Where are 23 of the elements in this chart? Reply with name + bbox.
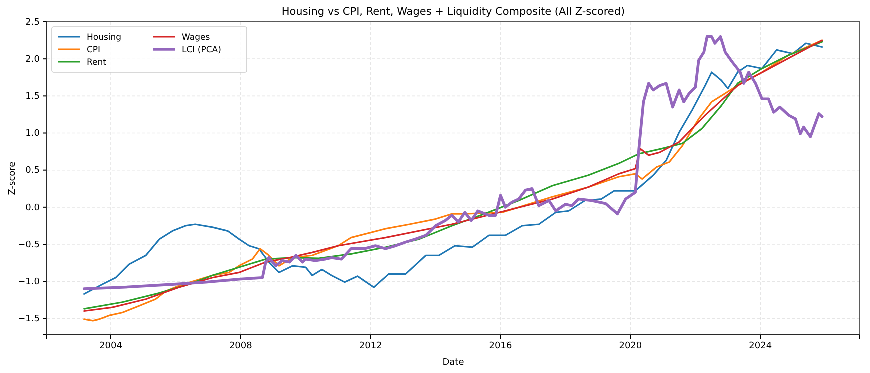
y-tick-label: −1.0 xyxy=(18,277,40,288)
x-tick-label: 2016 xyxy=(489,341,512,352)
x-tick-label: 2024 xyxy=(749,341,772,352)
chart-title: Housing vs CPI, Rent, Wages + Liquidity Composite (All Z-scored) xyxy=(282,6,626,18)
y-tick-label: 2.5 xyxy=(26,18,40,28)
x-tick-label: 2020 xyxy=(619,341,642,352)
y-tick-label: −1.5 xyxy=(18,314,40,325)
x-tick-label: 2004 xyxy=(100,341,123,352)
y-tick-label: −0.5 xyxy=(18,240,40,250)
y-tick-label: 0.0 xyxy=(26,203,40,214)
y-tick-label: 2.0 xyxy=(26,54,40,65)
x-tick-label: 2012 xyxy=(359,341,382,352)
legend-label: CPI xyxy=(87,46,101,56)
y-tick-label: 1.0 xyxy=(26,129,40,140)
x-tick-label: 2008 xyxy=(229,341,253,352)
x-axis-title: Date xyxy=(442,358,465,368)
y-tick-label: 0.5 xyxy=(26,166,40,176)
y-tick-label: 1.5 xyxy=(26,92,40,102)
legend-label: Wages xyxy=(182,33,211,44)
legend-label: Rent xyxy=(87,58,108,68)
y-axis-title: Z-score xyxy=(8,161,18,196)
legend-label: LCI (PCA) xyxy=(182,46,222,56)
legend-label: Housing xyxy=(87,33,122,44)
